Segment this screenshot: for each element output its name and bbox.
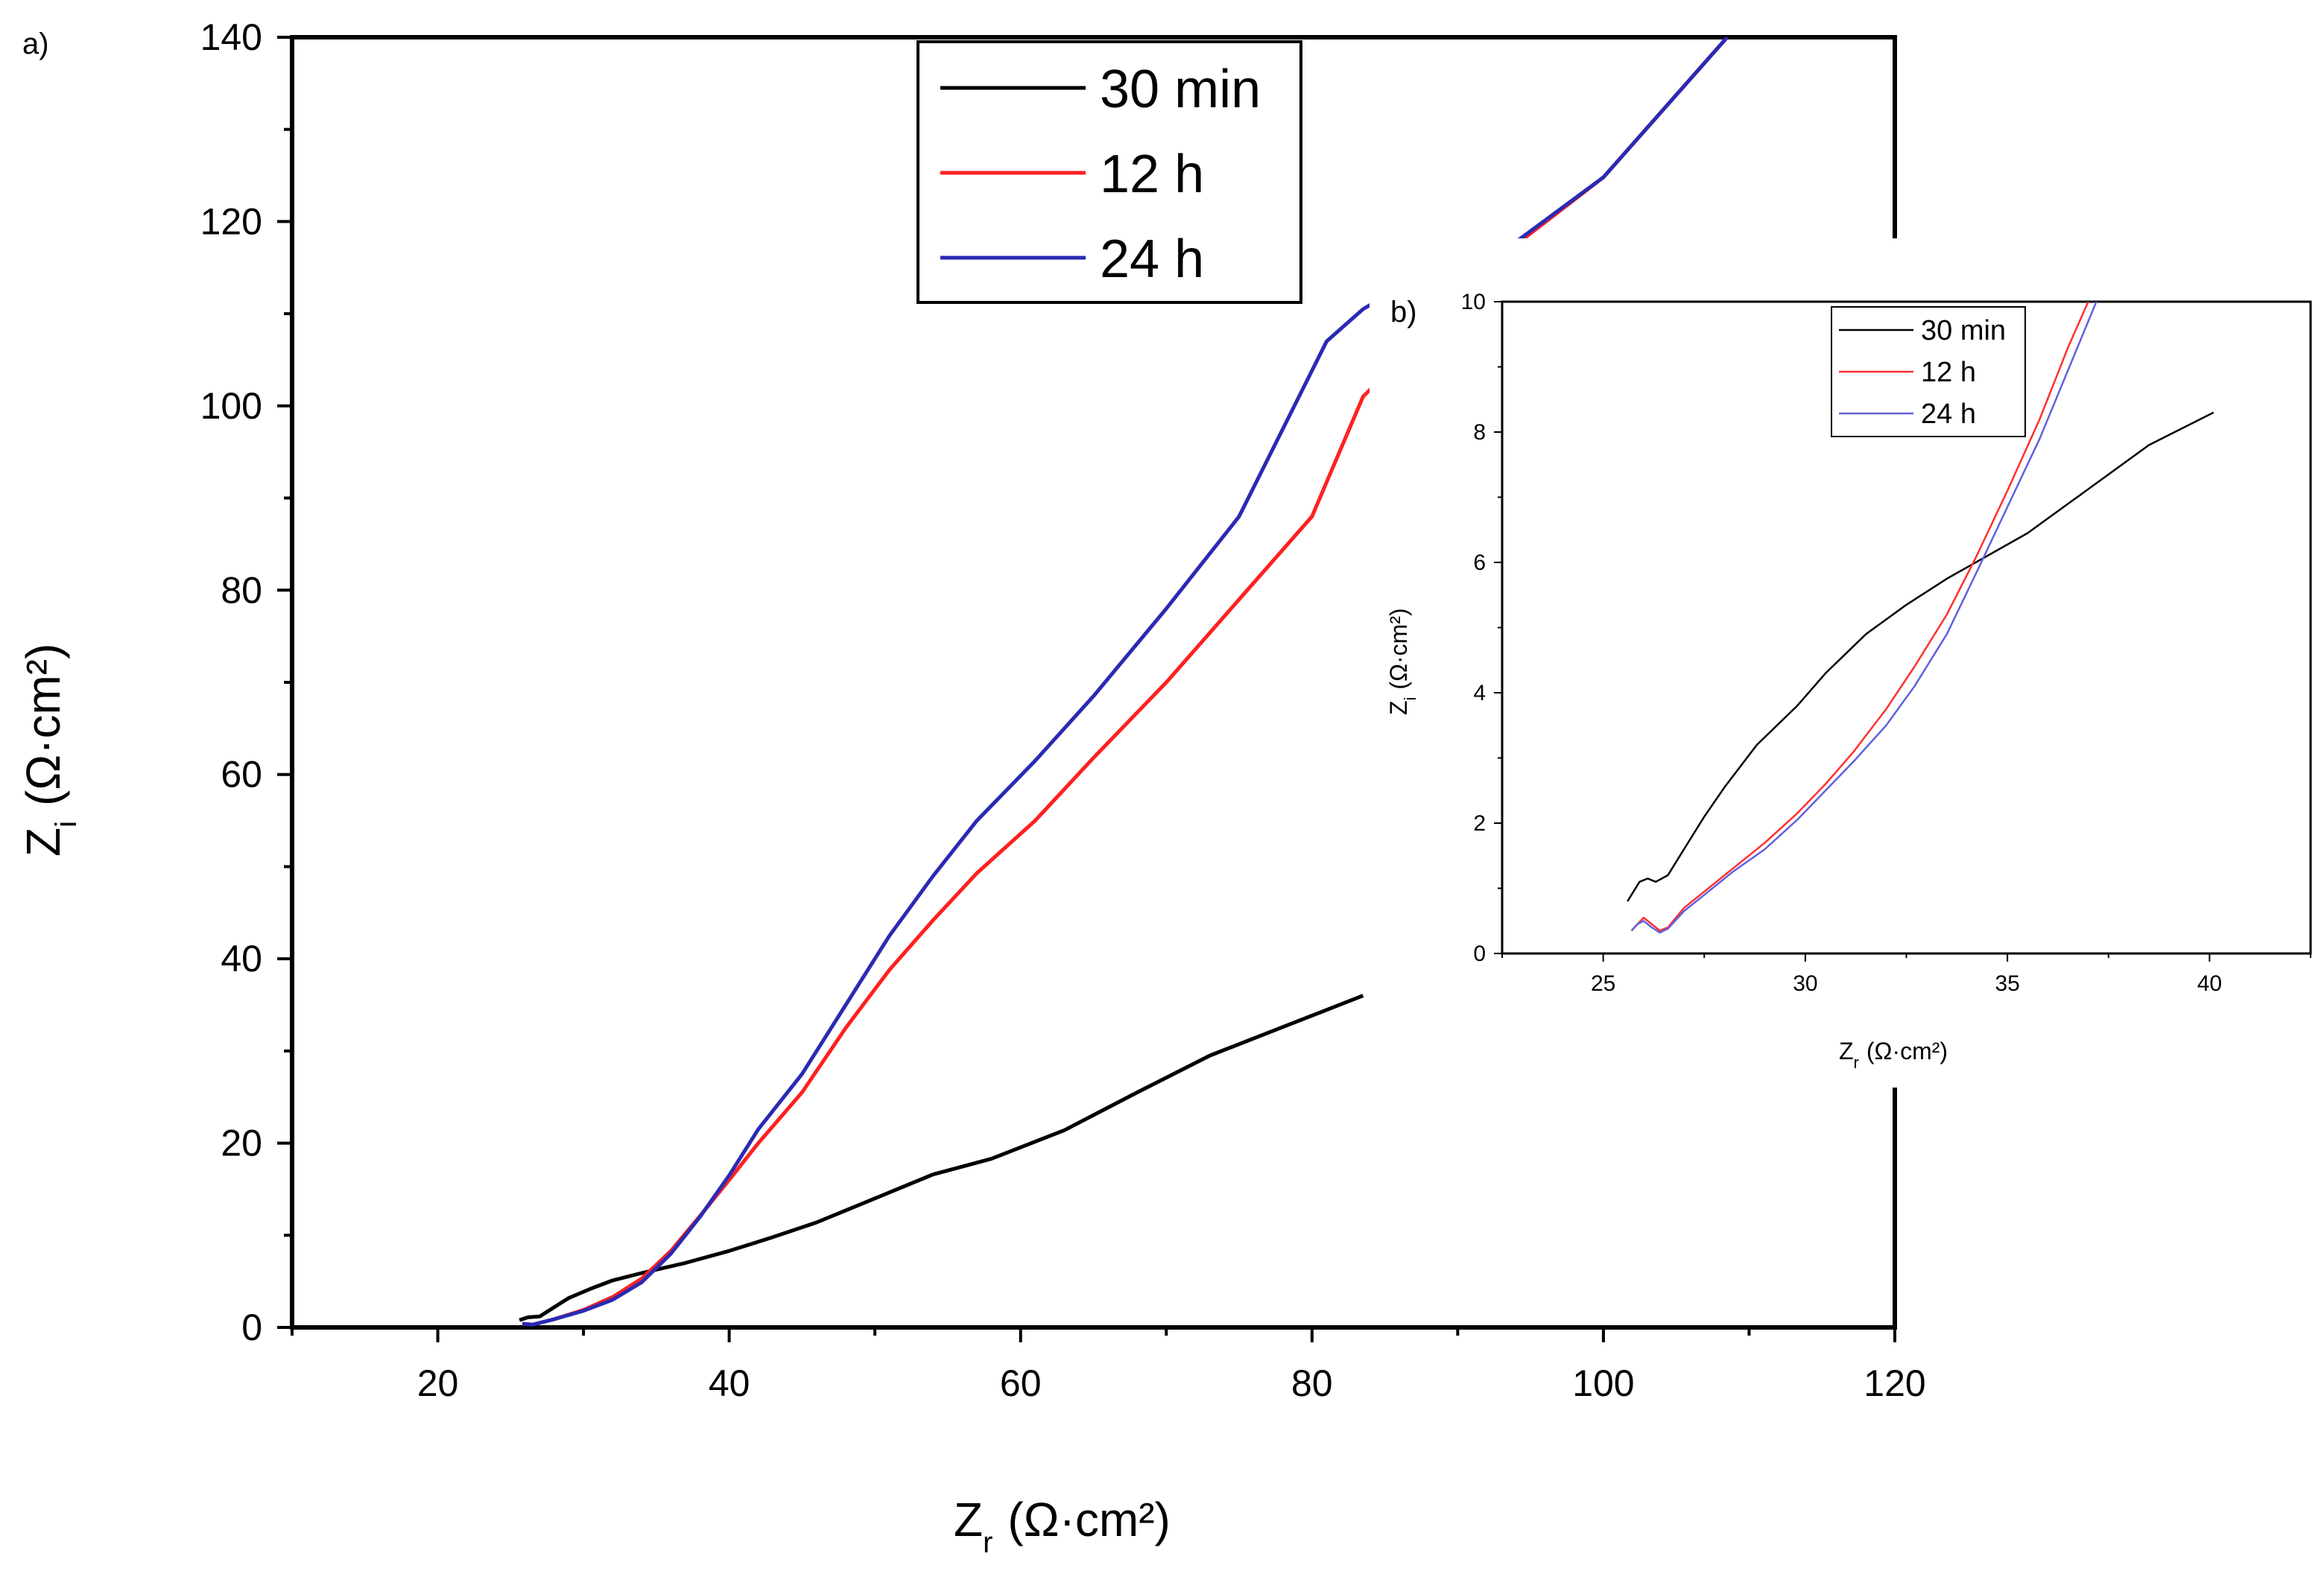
y-tick-label: 140 [200, 16, 262, 58]
y-tick-label: 8 [1473, 420, 1486, 445]
legend-label-30min: 30 min [1100, 60, 1261, 119]
y-tick-label: 40 [221, 938, 262, 980]
main-series-lines [519, 37, 1729, 1327]
main-axis-ticks [277, 36, 1896, 1342]
series-line-12h [522, 37, 1729, 1327]
main-x-axis-label: Zr (Ω·cm²) [954, 1493, 1171, 1559]
main-x-label-sub: r [983, 1526, 992, 1559]
main-x-label-unit: (Ω·cm²) [1007, 1493, 1170, 1546]
main-legend: 30 min 12 h 24 h [916, 40, 1302, 304]
inset-y-label-symbol: Z [1385, 700, 1412, 715]
series-line-12h [1630, 302, 2089, 932]
y-tick-label: 10 [1461, 290, 1486, 314]
panel-label-a: a) [22, 28, 49, 60]
x-tick-label: 100 [1572, 1362, 1634, 1404]
inset-x-axis-label: Zr (Ω·cm²) [1839, 1038, 1948, 1072]
inset-x-label-symbol: Z [1839, 1038, 1854, 1064]
x-tick-label: 120 [1864, 1362, 1925, 1404]
main-x-tick-labels: 20 40 60 80 100 120 [417, 1362, 1926, 1404]
inset-axis-ticks [1494, 301, 2311, 962]
inset-y-label-unit: (Ω·cm²) [1385, 608, 1412, 689]
inset-series-lines [1627, 302, 2214, 934]
series-line-30min [1627, 411, 2214, 902]
x-tick-label: 60 [1000, 1362, 1042, 1404]
y-tick-label: 6 [1473, 550, 1486, 575]
inset-y-axis-label: Zi (Ω·cm²) [1385, 608, 1419, 715]
main-y-tick-labels: 0 20 40 60 80 100 120 140 [200, 16, 262, 1348]
inset-y-label-sub: i [1401, 697, 1419, 701]
y-tick-label: 80 [221, 569, 262, 611]
x-tick-label: 40 [709, 1362, 750, 1404]
y-tick-label: 4 [1473, 681, 1486, 705]
main-x-label-symbol: Z [954, 1493, 983, 1546]
panel-label-b: b) [1390, 296, 1417, 329]
inset-legend-label-12h: 12 h [1921, 357, 1976, 388]
inset-x-label-sub: r [1854, 1053, 1859, 1072]
x-tick-label: 20 [417, 1362, 459, 1404]
y-tick-label: 120 [200, 200, 262, 242]
series-line-24h [1630, 302, 2097, 934]
y-tick-label: 2 [1473, 811, 1486, 836]
main-y-label-unit: (Ω·cm²) [16, 644, 70, 806]
series-line-30min [519, 994, 1364, 1322]
y-tick-label: 60 [221, 754, 262, 796]
x-tick-label: 40 [2197, 971, 2222, 996]
x-tick-label: 35 [1995, 971, 2019, 996]
main-y-label-symbol: Z [16, 828, 70, 857]
series-line-24h [522, 37, 1729, 1327]
y-tick-label: 0 [1473, 942, 1486, 966]
main-y-label-sub: i [50, 821, 83, 828]
inset-y-tick-labels: 0 2 4 6 8 10 [1461, 290, 1486, 966]
x-tick-label: 25 [1591, 971, 1615, 996]
y-tick-label: 100 [200, 385, 262, 427]
x-tick-label: 30 [1793, 971, 1817, 996]
x-tick-label: 80 [1291, 1362, 1333, 1404]
inset-x-label-unit: (Ω·cm²) [1867, 1038, 1948, 1064]
legend-label-24h: 24 h [1100, 229, 1204, 289]
legend-label-12h: 12 h [1100, 145, 1204, 204]
inset-legend-label-24h: 24 h [1921, 399, 1976, 430]
inset-legend-label-30min: 30 min [1921, 315, 2006, 346]
y-tick-label: 0 [241, 1307, 262, 1348]
y-tick-label: 20 [221, 1123, 262, 1164]
main-y-axis-label: Zi (Ω·cm²) [16, 644, 83, 857]
inset-x-tick-labels: 25 30 35 40 [1591, 971, 2222, 996]
inset-legend: 30 min 12 h 24 h [1831, 306, 2026, 437]
